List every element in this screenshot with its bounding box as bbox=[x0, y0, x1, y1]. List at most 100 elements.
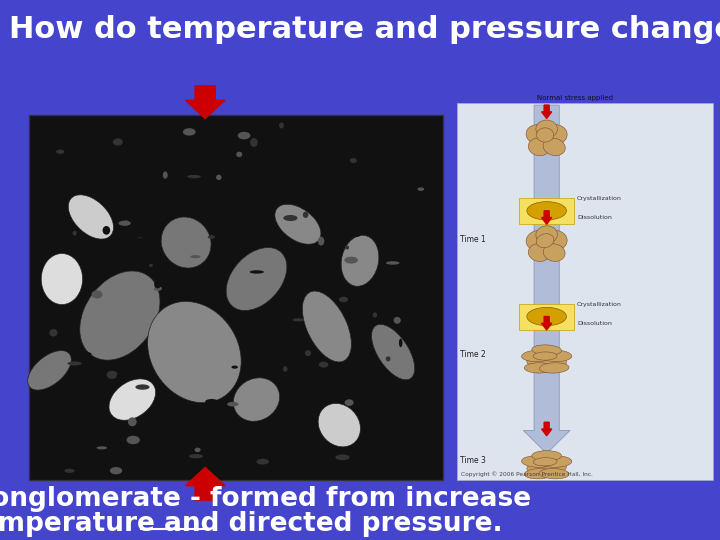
Ellipse shape bbox=[337, 187, 344, 193]
Ellipse shape bbox=[372, 325, 415, 380]
Ellipse shape bbox=[133, 238, 146, 245]
Ellipse shape bbox=[344, 256, 358, 264]
Text: Normal stress applied: Normal stress applied bbox=[537, 95, 613, 101]
Ellipse shape bbox=[394, 317, 401, 324]
Ellipse shape bbox=[128, 417, 137, 427]
Ellipse shape bbox=[534, 352, 557, 360]
Ellipse shape bbox=[527, 461, 567, 475]
Ellipse shape bbox=[41, 253, 83, 305]
Ellipse shape bbox=[236, 152, 242, 157]
Ellipse shape bbox=[399, 339, 402, 347]
Text: Crystallization: Crystallization bbox=[577, 302, 622, 307]
Ellipse shape bbox=[109, 379, 156, 420]
Ellipse shape bbox=[177, 205, 180, 208]
Ellipse shape bbox=[528, 244, 550, 261]
Ellipse shape bbox=[78, 352, 91, 357]
Text: Metaconglomerate - formed from increase: Metaconglomerate - formed from increase bbox=[0, 486, 531, 512]
Ellipse shape bbox=[539, 363, 569, 373]
Ellipse shape bbox=[118, 221, 131, 226]
Ellipse shape bbox=[319, 362, 328, 368]
Ellipse shape bbox=[345, 399, 354, 406]
Ellipse shape bbox=[418, 187, 424, 191]
Ellipse shape bbox=[539, 469, 569, 479]
Ellipse shape bbox=[374, 233, 383, 235]
Ellipse shape bbox=[527, 201, 567, 220]
FancyArrow shape bbox=[185, 86, 225, 118]
Ellipse shape bbox=[373, 313, 377, 318]
Ellipse shape bbox=[279, 123, 284, 129]
Text: Time 2: Time 2 bbox=[460, 350, 486, 360]
Ellipse shape bbox=[73, 231, 76, 235]
Ellipse shape bbox=[283, 215, 297, 221]
Ellipse shape bbox=[536, 120, 557, 138]
Ellipse shape bbox=[526, 231, 551, 251]
Ellipse shape bbox=[80, 271, 160, 360]
Text: How do temperature and pressure change rocks?: How do temperature and pressure change r… bbox=[9, 15, 720, 44]
Ellipse shape bbox=[183, 128, 196, 136]
Ellipse shape bbox=[148, 185, 160, 193]
Text: Dissolution: Dissolution bbox=[577, 215, 612, 220]
FancyArrow shape bbox=[541, 211, 552, 224]
Ellipse shape bbox=[226, 247, 287, 310]
Ellipse shape bbox=[524, 469, 554, 479]
Ellipse shape bbox=[117, 374, 122, 379]
Ellipse shape bbox=[386, 356, 390, 361]
Ellipse shape bbox=[292, 318, 304, 321]
Ellipse shape bbox=[521, 456, 555, 467]
Ellipse shape bbox=[303, 212, 308, 218]
Ellipse shape bbox=[77, 389, 85, 397]
Ellipse shape bbox=[205, 399, 218, 405]
Ellipse shape bbox=[527, 307, 567, 326]
Bar bbox=[519, 303, 574, 330]
Ellipse shape bbox=[524, 363, 554, 373]
FancyArrow shape bbox=[541, 316, 552, 330]
Ellipse shape bbox=[149, 264, 153, 267]
Ellipse shape bbox=[532, 450, 562, 461]
Text: Crystallization: Crystallization bbox=[577, 196, 622, 201]
Ellipse shape bbox=[527, 355, 567, 369]
FancyArrow shape bbox=[541, 422, 552, 436]
Ellipse shape bbox=[301, 202, 307, 210]
Ellipse shape bbox=[148, 301, 241, 403]
Ellipse shape bbox=[64, 469, 75, 473]
Ellipse shape bbox=[27, 350, 71, 390]
Text: Time 3: Time 3 bbox=[460, 456, 486, 465]
FancyArrow shape bbox=[541, 105, 552, 118]
Ellipse shape bbox=[351, 233, 360, 237]
Ellipse shape bbox=[154, 280, 161, 288]
Ellipse shape bbox=[423, 326, 427, 331]
Ellipse shape bbox=[189, 454, 203, 458]
Ellipse shape bbox=[543, 231, 567, 251]
Ellipse shape bbox=[532, 129, 562, 152]
Ellipse shape bbox=[275, 204, 321, 244]
Ellipse shape bbox=[68, 361, 81, 366]
Ellipse shape bbox=[102, 226, 110, 235]
Text: Time 1: Time 1 bbox=[460, 235, 486, 244]
Ellipse shape bbox=[96, 447, 107, 449]
Ellipse shape bbox=[216, 174, 222, 180]
Ellipse shape bbox=[521, 350, 555, 362]
Text: in temperature and directed pressure.: in temperature and directed pressure. bbox=[0, 511, 503, 537]
FancyArrow shape bbox=[523, 105, 570, 454]
Ellipse shape bbox=[350, 158, 357, 163]
Ellipse shape bbox=[318, 237, 324, 246]
Bar bbox=[29, 114, 443, 480]
Ellipse shape bbox=[345, 246, 349, 249]
Ellipse shape bbox=[68, 195, 114, 239]
Ellipse shape bbox=[339, 296, 348, 302]
Ellipse shape bbox=[127, 436, 140, 444]
Ellipse shape bbox=[238, 132, 251, 139]
FancyArrow shape bbox=[185, 468, 225, 500]
Ellipse shape bbox=[190, 255, 201, 258]
Text: Copyright © 2006 Pearson Prentice Hall, Inc.: Copyright © 2006 Pearson Prentice Hall, … bbox=[461, 471, 593, 477]
Ellipse shape bbox=[231, 366, 238, 369]
Ellipse shape bbox=[135, 384, 150, 390]
Ellipse shape bbox=[305, 350, 311, 356]
Ellipse shape bbox=[39, 142, 48, 149]
Ellipse shape bbox=[532, 345, 562, 355]
Ellipse shape bbox=[153, 412, 156, 417]
Ellipse shape bbox=[163, 171, 168, 179]
Ellipse shape bbox=[538, 456, 572, 467]
Ellipse shape bbox=[250, 270, 264, 274]
Ellipse shape bbox=[208, 235, 215, 239]
